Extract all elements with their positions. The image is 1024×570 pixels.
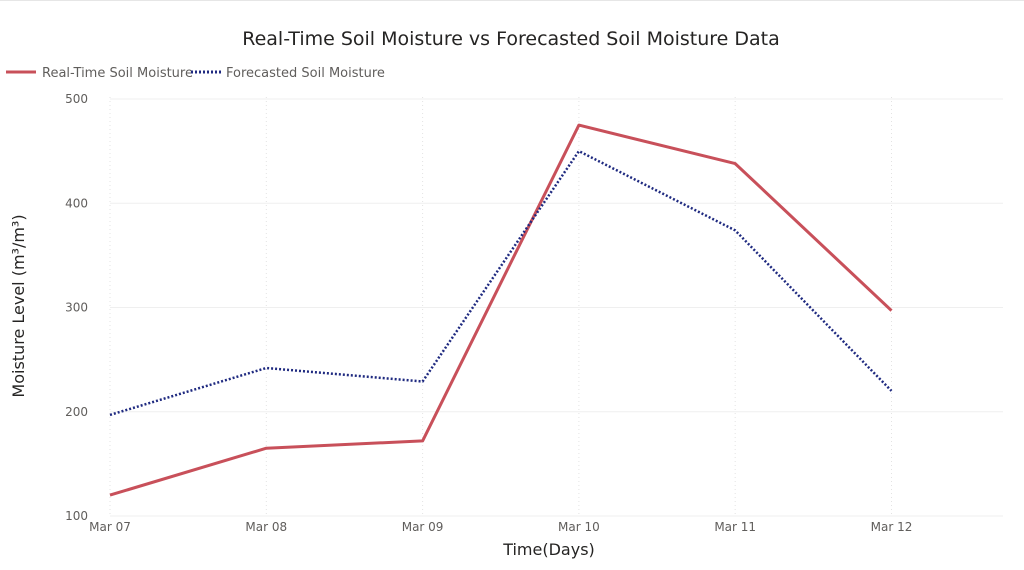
gridlines: [109, 97, 1003, 517]
x-tick-label: Mar 08: [245, 520, 287, 534]
y-tick-label: 100: [65, 509, 88, 523]
y-tick-label: 300: [65, 301, 88, 315]
y-tick-label: 400: [65, 196, 88, 210]
x-tick-label: Mar 10: [558, 520, 600, 534]
x-axis-ticks: Mar 07 Mar 08 Mar 09 Mar 10 Mar 11 Mar 12: [89, 520, 912, 534]
y-tick-label: 200: [65, 405, 88, 419]
x-axis-title: Time(Days): [502, 540, 595, 559]
x-tick-label: Mar 11: [714, 520, 756, 534]
x-tick-label: Mar 12: [871, 520, 913, 534]
legend: Real-Time Soil Moisture Forecasted Soil …: [6, 66, 385, 81]
x-tick-label: Mar 07: [89, 520, 131, 534]
chart-title: Real-Time Soil Moisture vs Forecasted So…: [242, 28, 780, 50]
x-tick-label: Mar 09: [402, 520, 444, 534]
y-tick-label: 500: [65, 92, 88, 106]
y-axis-title: Moisture Level (m³/m³): [9, 214, 28, 397]
series-lines: [109, 123, 893, 497]
legend-label-forecasted: Forecasted Soil Moisture: [226, 66, 385, 81]
legend-label-real-time: Real-Time Soil Moisture: [42, 66, 193, 81]
series-line-real-time: [109, 123, 893, 497]
y-axis-ticks: 100 200 300 400 500: [65, 92, 88, 523]
